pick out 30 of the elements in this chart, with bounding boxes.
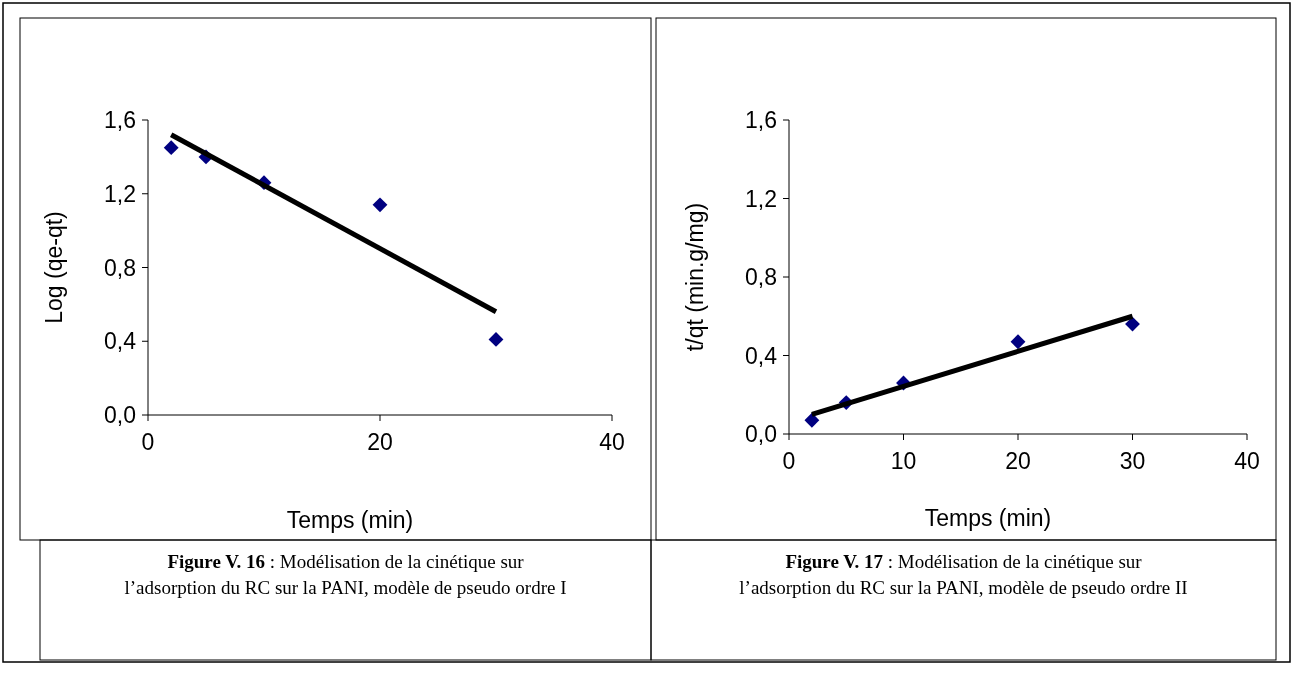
x-axis-title: Temps (min)	[286, 507, 414, 533]
x-axis-title: Temps (min)	[924, 505, 1052, 531]
x-tick-label: 10	[890, 448, 917, 474]
y-tick-label: 0,4	[745, 342, 778, 369]
y-tick-label: 0,0	[104, 402, 136, 428]
y-tick-label: 0,4	[104, 328, 137, 355]
y-tick-label: 1,2	[104, 180, 136, 207]
x-tick-label: 30	[1119, 448, 1146, 474]
x-tick-label: 20	[367, 429, 393, 455]
text: Figure V. 17	[785, 551, 884, 572]
point	[372, 197, 388, 213]
y-tick-label: 0,0	[745, 421, 777, 447]
y-axis-title: t/qt (min.g/mg)	[682, 202, 708, 352]
text: Figure V. 16	[167, 551, 266, 572]
point	[804, 412, 820, 428]
point	[488, 331, 504, 347]
y-tick-label: 1,6	[745, 107, 777, 133]
point	[1125, 316, 1140, 332]
x-tick-label: 0	[782, 448, 796, 474]
y-tick-label: 1,2	[745, 185, 777, 212]
y-axis-title: Log (qe-qt)	[41, 211, 67, 324]
y-tick-label: 1,6	[104, 107, 136, 133]
x-tick-label: 40	[1234, 448, 1260, 474]
x-tick-label: 40	[599, 429, 625, 455]
y-tick-label: 0,8	[745, 264, 777, 290]
x-tick-label: 20	[1005, 448, 1031, 474]
x-tick-label: 0	[141, 429, 155, 455]
point	[1010, 334, 1026, 350]
point	[163, 140, 179, 156]
y-tick-label: 0,8	[104, 254, 136, 281]
